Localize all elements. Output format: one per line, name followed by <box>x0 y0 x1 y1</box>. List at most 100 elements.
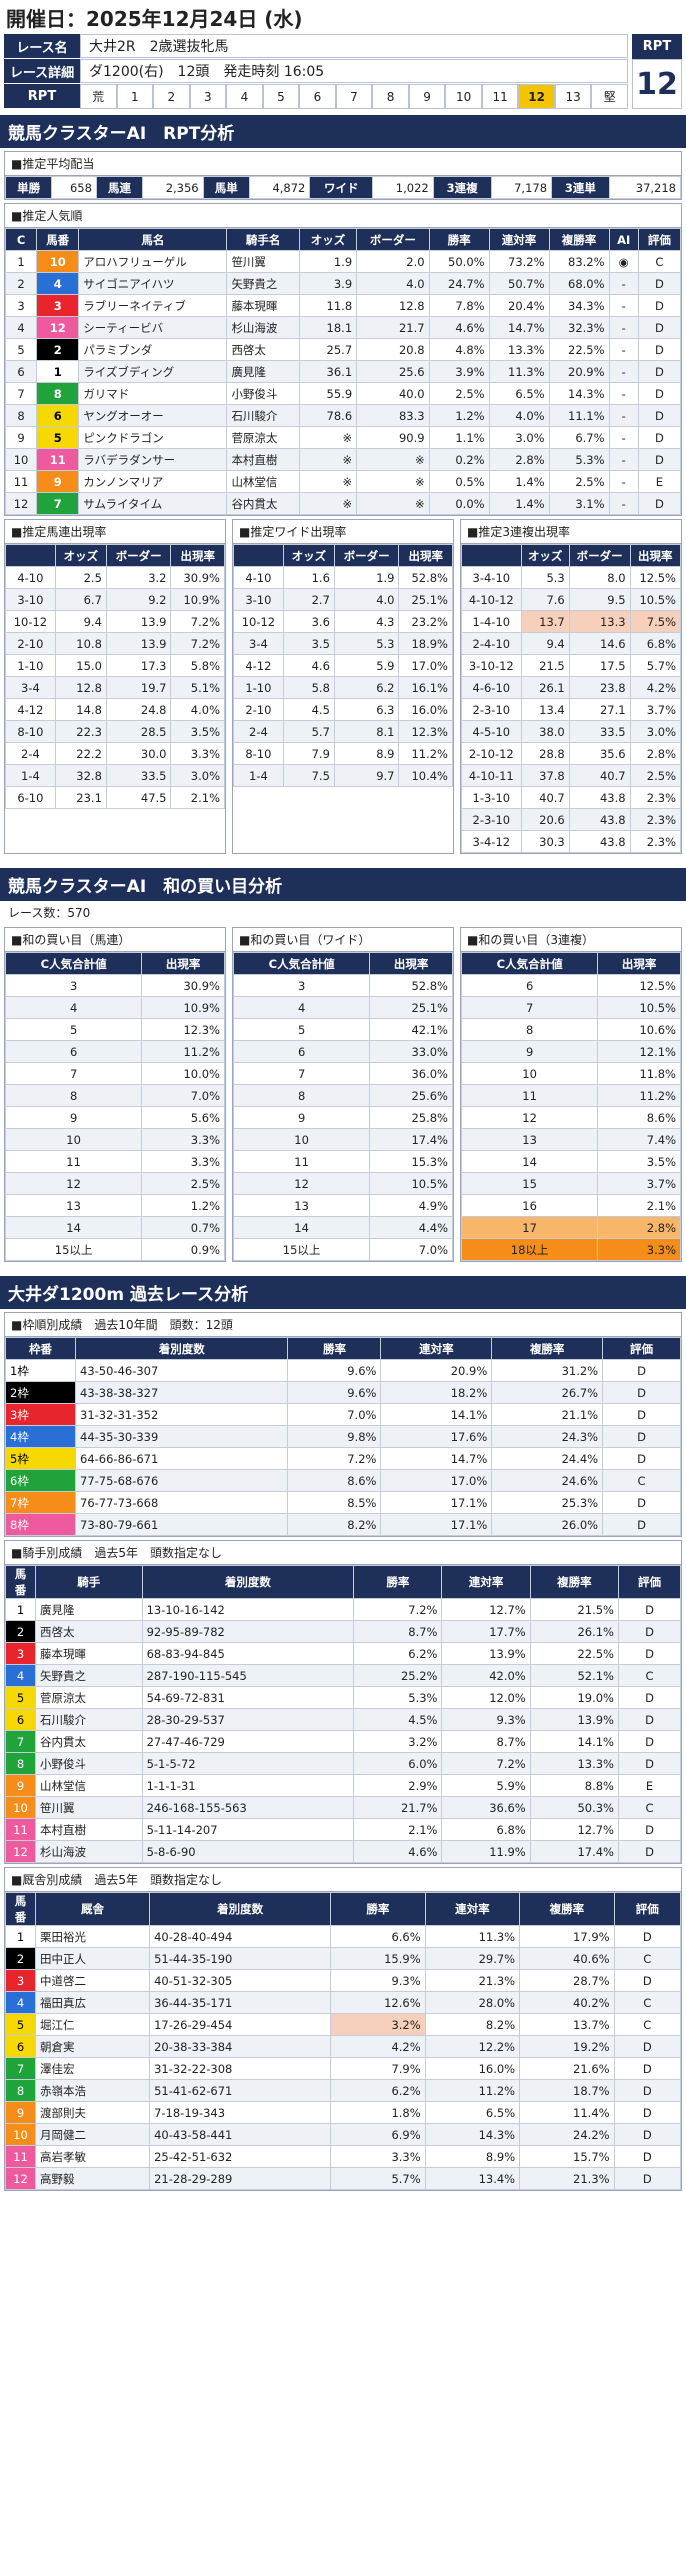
table-row: 7 澤佳宏 31-32-22-308 7.9% 16.0% 21.6% D <box>5 2057 682 2080</box>
table-cell: アロハフリューゲル <box>78 250 228 273</box>
column-header: ボーダー <box>105 544 172 567</box>
table-cell: 7.0% <box>287 1403 382 1426</box>
table-row: 2-4 22.2 30.0 3.3% <box>5 742 225 765</box>
table-cell: D <box>637 316 682 339</box>
table-cell: 2-4-10 <box>461 632 522 655</box>
table-cell: 3枠 <box>5 1403 76 1426</box>
table-row: 9 12.1% <box>460 1040 681 1063</box>
table-cell: 25.1% <box>369 996 453 1019</box>
table-cell: 5.3% <box>548 448 610 471</box>
table-cell: 26.7% <box>491 1381 604 1404</box>
table-header-row: 馬番 厩舎 着別度数 勝率 連対率 複勝率 評価 <box>5 1892 682 1926</box>
column-header: 評価 <box>637 228 682 251</box>
table-cell: ※ <box>298 470 358 493</box>
table-cell: 6.2 <box>333 676 400 699</box>
table-cell: 14 <box>4 1216 143 1239</box>
table-cell: 4.0% <box>488 404 550 427</box>
table-cell: 8.1 <box>333 720 400 743</box>
table-cell: 2.5% <box>141 1172 225 1195</box>
table-cell: C <box>637 250 682 273</box>
table-header-row: C人気合計値 出現率 <box>4 952 225 975</box>
table-cell: ※ <box>298 492 358 515</box>
table-cell: 栗田裕光 <box>34 1925 151 1948</box>
table-cell: 笹川翼 <box>35 1796 143 1819</box>
table-cell: D <box>613 2035 682 2058</box>
wa-analysis-title: 競馬クラスターAI 和の買い目分析 <box>0 868 686 901</box>
table-row: 8-10 22.3 28.5 3.5% <box>5 720 225 743</box>
waku-title: ■枠順別成績 過去10年間 頭数：12頭 <box>5 1313 681 1337</box>
table-cell: シーティービバ <box>78 316 228 339</box>
column-header: 複勝率 <box>529 1565 619 1599</box>
table-cell: D <box>617 1598 682 1621</box>
payout-type: 3連単 <box>551 176 610 199</box>
table-row: 3枠 31-32-31-352 7.0% 14.1% 21.1% D <box>5 1403 681 1426</box>
table-row: 11 本村直樹 5-11-14-207 2.1% 6.8% 12.7% D <box>5 1818 682 1841</box>
table-cell: 21.3% <box>519 2167 615 2190</box>
table-row: 10 17.4% <box>232 1128 453 1151</box>
table-cell: 17 <box>460 1216 599 1239</box>
table-cell: 5 <box>36 426 80 449</box>
table-cell: 本村直樹 <box>35 1818 143 1841</box>
table-cell: 11.2% <box>597 1084 681 1107</box>
table-cell: 12 <box>5 1840 36 1863</box>
table-cell: 26.1 <box>520 676 570 699</box>
table-header-row: オッズ ボーダー 出現率 <box>5 544 225 567</box>
table-row: 3 52.8% <box>232 974 453 997</box>
table-row: 1 10 アロハフリューゲル 笹川翼 1.9 2.0 50.0% 73.2% 83.2% ◉ C <box>4 250 682 273</box>
table-row: 2-4-10 9.4 14.6 6.8% <box>461 632 682 655</box>
table-cell: 8.2% <box>287 1513 382 1536</box>
table-cell: 4.3 <box>333 610 400 633</box>
table-cell: 24.2% <box>519 2123 615 2146</box>
column-header: 馬番 <box>36 228 80 251</box>
table-cell: 12.1% <box>597 1040 681 1063</box>
column-header: C人気合計値 <box>232 952 371 975</box>
table-row: 8 25.6% <box>232 1084 453 1107</box>
table-cell: 25.3% <box>491 1491 604 1514</box>
table-cell: D <box>602 1425 681 1448</box>
table-cell: 小野俊斗 <box>226 382 300 405</box>
table-cell: ピンクドラゴン <box>78 426 228 449</box>
table-cell: D <box>637 382 682 405</box>
table-cell: 19.2% <box>519 2035 615 2058</box>
rpt-scale-cell: 4 <box>226 84 263 109</box>
table-cell: 6 <box>232 1040 371 1063</box>
table-cell: 54-69-72-831 <box>141 1686 355 1709</box>
table-cell: 21.3% <box>424 1969 521 1992</box>
sanren-table: オッズ ボーダー 出現率 3-4-10 5.3 8.0 12.5% 4-10-12 7.6 9.5… <box>461 544 682 853</box>
rpt-scale-cell: 8 <box>372 84 409 109</box>
table-cell: 42.0% <box>441 1664 531 1687</box>
table-cell: 1-4 <box>5 764 56 787</box>
table-cell: 1-10 <box>5 654 56 677</box>
table-cell: 13.3 <box>568 610 631 633</box>
table-cell: 15.0 <box>54 654 107 677</box>
table-cell: 11.1% <box>548 404 610 427</box>
column-header <box>5 544 56 567</box>
table-cell: 7 <box>36 492 80 515</box>
table-cell: 4 <box>5 1664 36 1687</box>
race-name-label: レース名 <box>4 34 80 58</box>
popularity-title: ■推定人気順 <box>5 204 681 228</box>
table-cell: D <box>617 1620 682 1643</box>
table-cell: 谷内貫太 <box>226 492 300 515</box>
table-cell: 9.4 <box>54 610 107 633</box>
table-row: 4-10 2.5 3.2 30.9% <box>5 566 225 589</box>
table-cell: 16 <box>460 1194 599 1217</box>
column-header: 騎手 <box>35 1565 143 1599</box>
table-cell: 5.3 <box>520 566 570 589</box>
table-cell: 1.6 <box>282 566 335 589</box>
column-header: 勝率 <box>428 228 490 251</box>
table-cell: 1.4% <box>488 470 550 493</box>
table-cell: 3 <box>4 294 38 317</box>
table-cell: 25.6 <box>356 360 430 383</box>
table-cell: 13.9% <box>441 1642 531 1665</box>
table-cell: 78.6 <box>298 404 358 427</box>
table-cell: ※ <box>298 426 358 449</box>
table-row: 3-4-10 5.3 8.0 12.5% <box>461 566 682 589</box>
table-cell: D <box>602 1491 681 1514</box>
table-cell: 7 <box>460 996 599 1019</box>
table-cell: 5.3 <box>333 632 400 655</box>
table-row: 7 10.5% <box>460 996 681 1019</box>
table-row: 6 朝倉実 20-38-33-384 4.2% 12.2% 19.2% D <box>5 2035 682 2058</box>
table-cell: 40-28-40-494 <box>149 1925 332 1948</box>
table-cell: 9.3% <box>330 1969 426 1992</box>
